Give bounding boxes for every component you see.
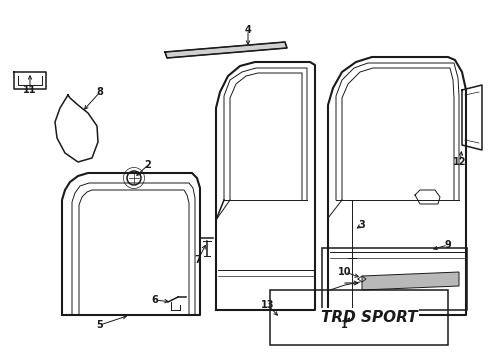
Text: TRD SPORT: TRD SPORT <box>320 310 416 324</box>
Text: 9: 9 <box>444 240 450 250</box>
Bar <box>269 290 447 345</box>
Text: 7: 7 <box>194 255 201 265</box>
Text: 4: 4 <box>244 25 251 35</box>
Text: 12: 12 <box>452 157 466 167</box>
Text: 1: 1 <box>340 320 346 330</box>
Text: 5: 5 <box>97 320 103 330</box>
Text: 11: 11 <box>23 85 37 95</box>
Text: 2: 2 <box>144 160 151 170</box>
Polygon shape <box>361 272 458 290</box>
Text: 3: 3 <box>358 220 365 230</box>
Text: 10: 10 <box>338 267 351 277</box>
Text: 13: 13 <box>261 300 274 310</box>
Text: 6: 6 <box>151 295 158 305</box>
Text: 8: 8 <box>96 87 103 97</box>
Bar <box>321 248 466 310</box>
Polygon shape <box>164 42 286 58</box>
